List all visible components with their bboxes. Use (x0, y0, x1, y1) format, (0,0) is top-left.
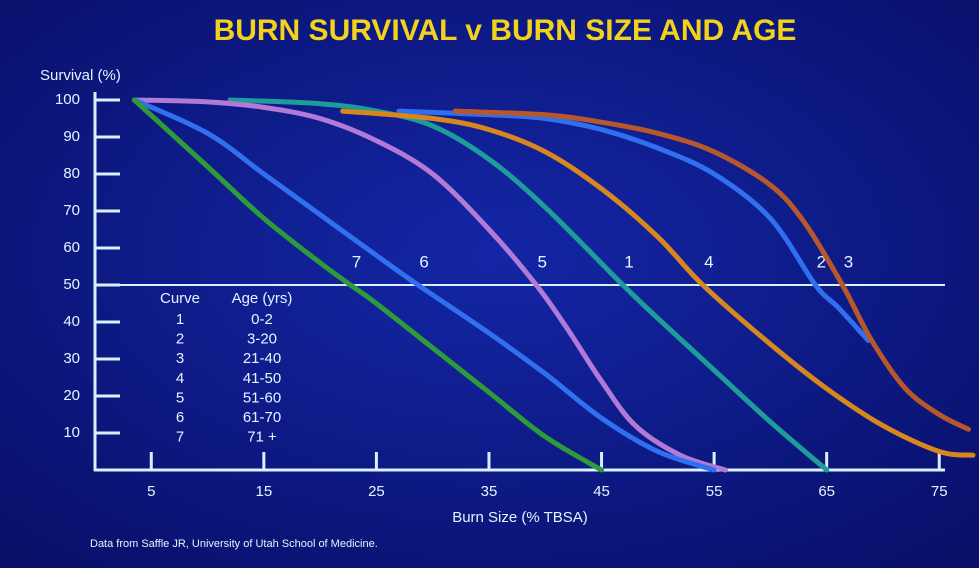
legend-age: 21-40 (243, 350, 281, 367)
y-tick-label: 40 (63, 313, 80, 330)
y-tick-label: 10 (63, 424, 80, 441)
y-axis-label: Survival (%) (40, 67, 121, 84)
x-axis-label: Burn Size (% TBSA) (452, 509, 588, 526)
curve (452, 108, 971, 432)
x-tick-label: 45 (593, 483, 610, 500)
legend-age: 41-50 (243, 370, 281, 387)
y-tick-label: 100 (55, 91, 80, 108)
x-tick-label: 35 (481, 483, 498, 500)
x-tick-label: 15 (256, 483, 273, 500)
legend-curve: 6 (176, 409, 184, 426)
legend-age: 0-2 (251, 311, 273, 328)
x-tick-label: 75 (931, 483, 948, 500)
x-tick-label: 25 (368, 483, 385, 500)
y-tick-label: 30 (63, 350, 80, 367)
chart-title: BURN SURVIVAL v BURN SIZE AND AGE (214, 14, 797, 47)
curve-label: 3 (844, 252, 853, 271)
legend-age: 61-70 (243, 409, 281, 426)
y-tick-label: 70 (63, 202, 80, 219)
legend-curve: 5 (176, 389, 184, 406)
y-tick-label: 90 (63, 128, 80, 145)
y-tick-label: 20 (63, 387, 80, 404)
legend-age: 51-60 (243, 389, 281, 406)
curve-label: 1 (624, 252, 633, 271)
legend-curve: 2 (176, 331, 184, 348)
legend-curve: 1 (176, 311, 184, 328)
y-tick-label: 60 (63, 239, 80, 256)
curve-label: 5 (538, 252, 547, 271)
legend-header: Curve (160, 290, 200, 307)
curve (131, 97, 717, 473)
y-tick-label: 50 (63, 276, 80, 293)
x-tick-label: 65 (818, 483, 835, 500)
legend-curve: 3 (176, 350, 184, 367)
curve-label: 6 (419, 252, 428, 271)
legend-header: Age (yrs) (232, 290, 293, 307)
curve (340, 108, 976, 458)
legend-age: 3-20 (247, 331, 277, 348)
legend-age: 71 + (247, 429, 277, 446)
curve (131, 97, 605, 473)
x-tick-label: 55 (706, 483, 723, 500)
x-tick-label: 5 (147, 483, 155, 500)
y-tick-label: 80 (63, 165, 80, 182)
curve-label: 4 (704, 252, 713, 271)
curve-label: 2 (817, 252, 826, 271)
curve (131, 97, 728, 473)
curve (227, 97, 830, 473)
legend-curve: 4 (176, 370, 184, 387)
source-note: Data from Saffle JR, University of Utah … (90, 538, 378, 550)
curve-label: 7 (352, 252, 361, 271)
curve (396, 108, 871, 343)
legend-curve: 7 (176, 429, 184, 446)
